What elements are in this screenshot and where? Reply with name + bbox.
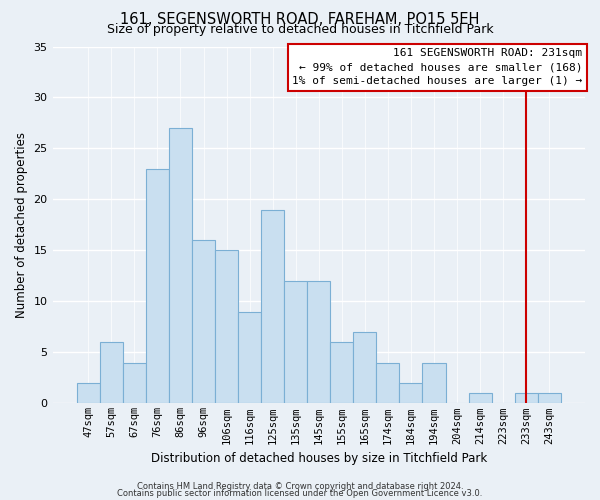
Bar <box>284 281 307 404</box>
Bar <box>330 342 353 404</box>
Text: 161, SEGENSWORTH ROAD, FAREHAM, PO15 5EH: 161, SEGENSWORTH ROAD, FAREHAM, PO15 5EH <box>121 12 479 28</box>
Bar <box>261 210 284 404</box>
Bar <box>100 342 123 404</box>
Bar <box>353 332 376 404</box>
Bar <box>307 281 330 404</box>
Bar <box>469 393 491 404</box>
Bar <box>123 362 146 404</box>
Text: 161 SEGENSWORTH ROAD: 231sqm
← 99% of detached houses are smaller (168)
1% of se: 161 SEGENSWORTH ROAD: 231sqm ← 99% of de… <box>292 48 583 86</box>
Bar <box>238 312 261 404</box>
Bar <box>422 362 446 404</box>
Text: Contains HM Land Registry data © Crown copyright and database right 2024.: Contains HM Land Registry data © Crown c… <box>137 482 463 491</box>
Bar <box>169 128 192 404</box>
X-axis label: Distribution of detached houses by size in Titchfield Park: Distribution of detached houses by size … <box>151 452 487 465</box>
Bar <box>215 250 238 404</box>
Text: Contains public sector information licensed under the Open Government Licence v3: Contains public sector information licen… <box>118 489 482 498</box>
Bar <box>400 383 422 404</box>
Y-axis label: Number of detached properties: Number of detached properties <box>15 132 28 318</box>
Bar <box>146 169 169 404</box>
Text: Size of property relative to detached houses in Titchfield Park: Size of property relative to detached ho… <box>107 24 493 36</box>
Bar <box>192 240 215 404</box>
Bar <box>77 383 100 404</box>
Bar <box>538 393 561 404</box>
Bar <box>515 393 538 404</box>
Bar <box>376 362 400 404</box>
